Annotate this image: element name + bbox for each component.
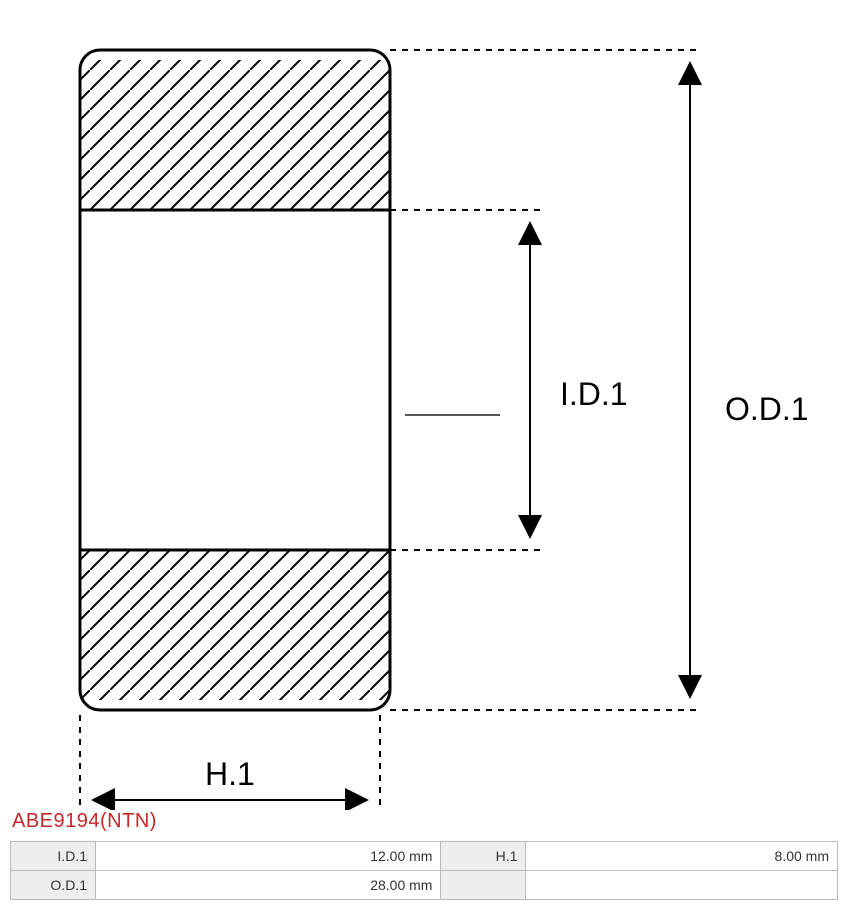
- diagram-svg: O.D.1 I.D.1 H.1: [10, 10, 838, 810]
- id1-label: I.D.1: [560, 376, 628, 412]
- bearing-diagram: O.D.1 I.D.1 H.1: [10, 10, 838, 800]
- cell-label: [441, 871, 526, 900]
- od1-label: O.D.1: [725, 391, 809, 427]
- cell-value: 8.00 mm: [526, 842, 838, 871]
- table-row: I.D.1 12.00 mm H.1 8.00 mm: [11, 842, 838, 871]
- cell-value: [526, 871, 838, 900]
- cell-value: 12.00 mm: [96, 842, 441, 871]
- table-row: O.D.1 28.00 mm: [11, 871, 838, 900]
- hatch-regions: [80, 60, 390, 700]
- dimension-table: I.D.1 12.00 mm H.1 8.00 mm O.D.1 28.00 m…: [10, 841, 838, 900]
- cell-value: 28.00 mm: [96, 871, 441, 900]
- cell-label: H.1: [441, 842, 526, 871]
- h1-label: H.1: [205, 756, 255, 792]
- cell-label: O.D.1: [11, 871, 96, 900]
- cell-label: I.D.1: [11, 842, 96, 871]
- part-title: ABE9194(NTN): [12, 810, 838, 833]
